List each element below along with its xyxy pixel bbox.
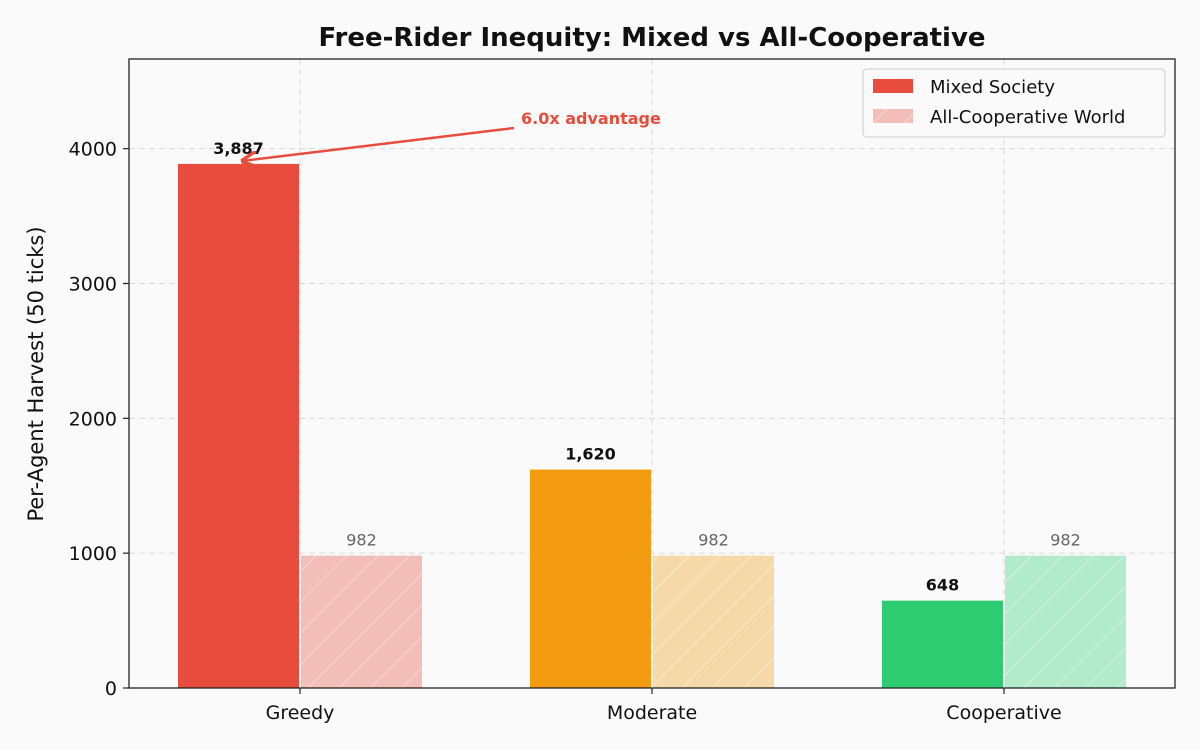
y-axis-ticks: 0 1000 2000 3000 4000 [69,139,129,700]
bar-hatch-cooperative [1005,555,1126,688]
x-tick-label-greedy: Greedy [266,702,335,724]
x-axis-ticks: Greedy Moderate Cooperative [266,688,1062,724]
x-tick-label-moderate: Moderate [607,702,697,724]
legend-label-all-cooperative: All-Cooperative World [930,107,1125,128]
legend-label-mixed: Mixed Society [930,77,1055,98]
y-tick-label: 3000 [69,273,117,295]
y-tick-label: 0 [105,678,117,700]
value-label-mixed-cooperative: 648 [926,576,959,595]
y-tick-label: 1000 [69,543,117,565]
value-label-mixed-greedy: 3,887 [213,139,264,158]
y-axis-label: Per-Agent Harvest (50 ticks) [24,226,48,521]
value-label-mixed-moderate: 1,620 [565,445,616,464]
bar-mixed-moderate [530,469,651,688]
x-tick-label-cooperative: Cooperative [946,702,1061,724]
bars-group [178,163,1126,688]
value-label-all-cooperative-greedy: 982 [346,531,377,550]
value-label-all-cooperative-moderate: 982 [698,531,729,550]
bar-mixed-greedy [178,163,299,688]
legend-box [862,68,1166,138]
legend: Mixed Society All-Cooperative World [862,68,1166,138]
legend-swatch-mixed [873,79,913,93]
y-tick-label: 2000 [69,408,117,430]
annotation-text: 6.0x advantage [521,109,661,128]
bar-hatch-greedy [301,555,422,688]
y-tick-label: 4000 [69,139,117,161]
grid-lines [129,59,1175,688]
legend-swatch-hatch [873,109,913,123]
bar-mixed-cooperative [882,600,1003,688]
chart-title: Free-Rider Inequity: Mixed vs All-Cooper… [318,23,985,53]
annotation-arrow [243,126,515,161]
bar-hatch-moderate [653,555,774,688]
value-label-all-cooperative-cooperative: 982 [1050,531,1081,550]
annotation: 6.0x advantage [243,109,661,161]
